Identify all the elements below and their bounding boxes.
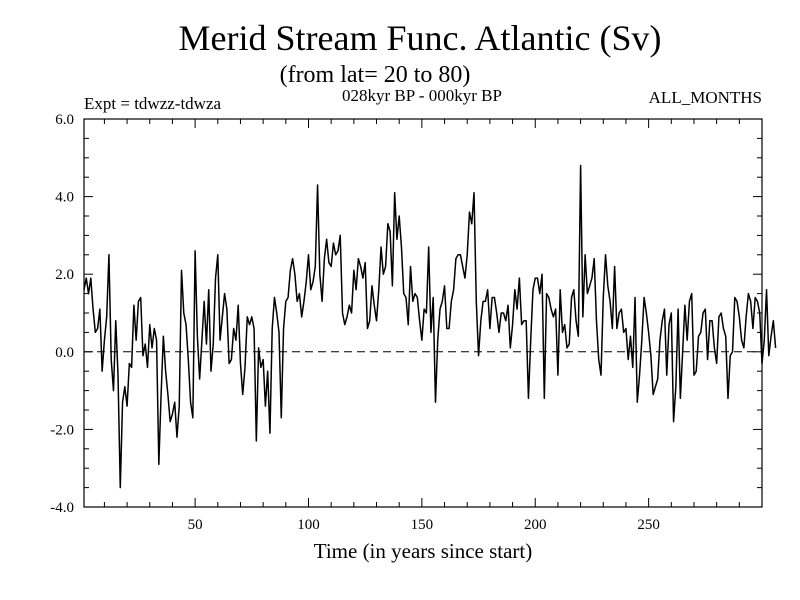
x-tick-label: 150 [411, 517, 434, 533]
y-tick-label: 4.0 [55, 190, 74, 206]
chart-title: Merid Stream Func. Atlantic (Sv) [179, 18, 662, 58]
series-layer [83, 164, 777, 489]
x-tick-label: 100 [297, 517, 320, 533]
experiment-label: Expt = tdwzz-tdwza [84, 94, 221, 113]
axis-tick-labels: -4.0 -2.0 0.0 2.0 4.0 6.0 50 100 150 200 250 [50, 112, 660, 533]
season-label: ALL_MONTHS [649, 88, 762, 107]
y-tick-label: -4.0 [50, 500, 74, 516]
y-tick-label: 0.0 [55, 345, 74, 361]
axis-ticks [84, 118, 762, 508]
x-tick-label: 250 [637, 517, 660, 533]
y-tick-label: 2.0 [55, 267, 74, 283]
x-axis-label: Time (in years since start) [314, 539, 533, 563]
series-line [83, 164, 777, 489]
y-tick-label: 6.0 [55, 112, 74, 128]
period-label: 028kyr BP - 000kyr BP [342, 86, 502, 105]
x-tick-label: 50 [188, 517, 203, 533]
plot-frame [83, 118, 763, 508]
chart-subtitle: (from lat= 20 to 80) [280, 62, 471, 88]
x-tick-label: 200 [524, 517, 547, 533]
y-tick-label: -2.0 [50, 422, 74, 438]
